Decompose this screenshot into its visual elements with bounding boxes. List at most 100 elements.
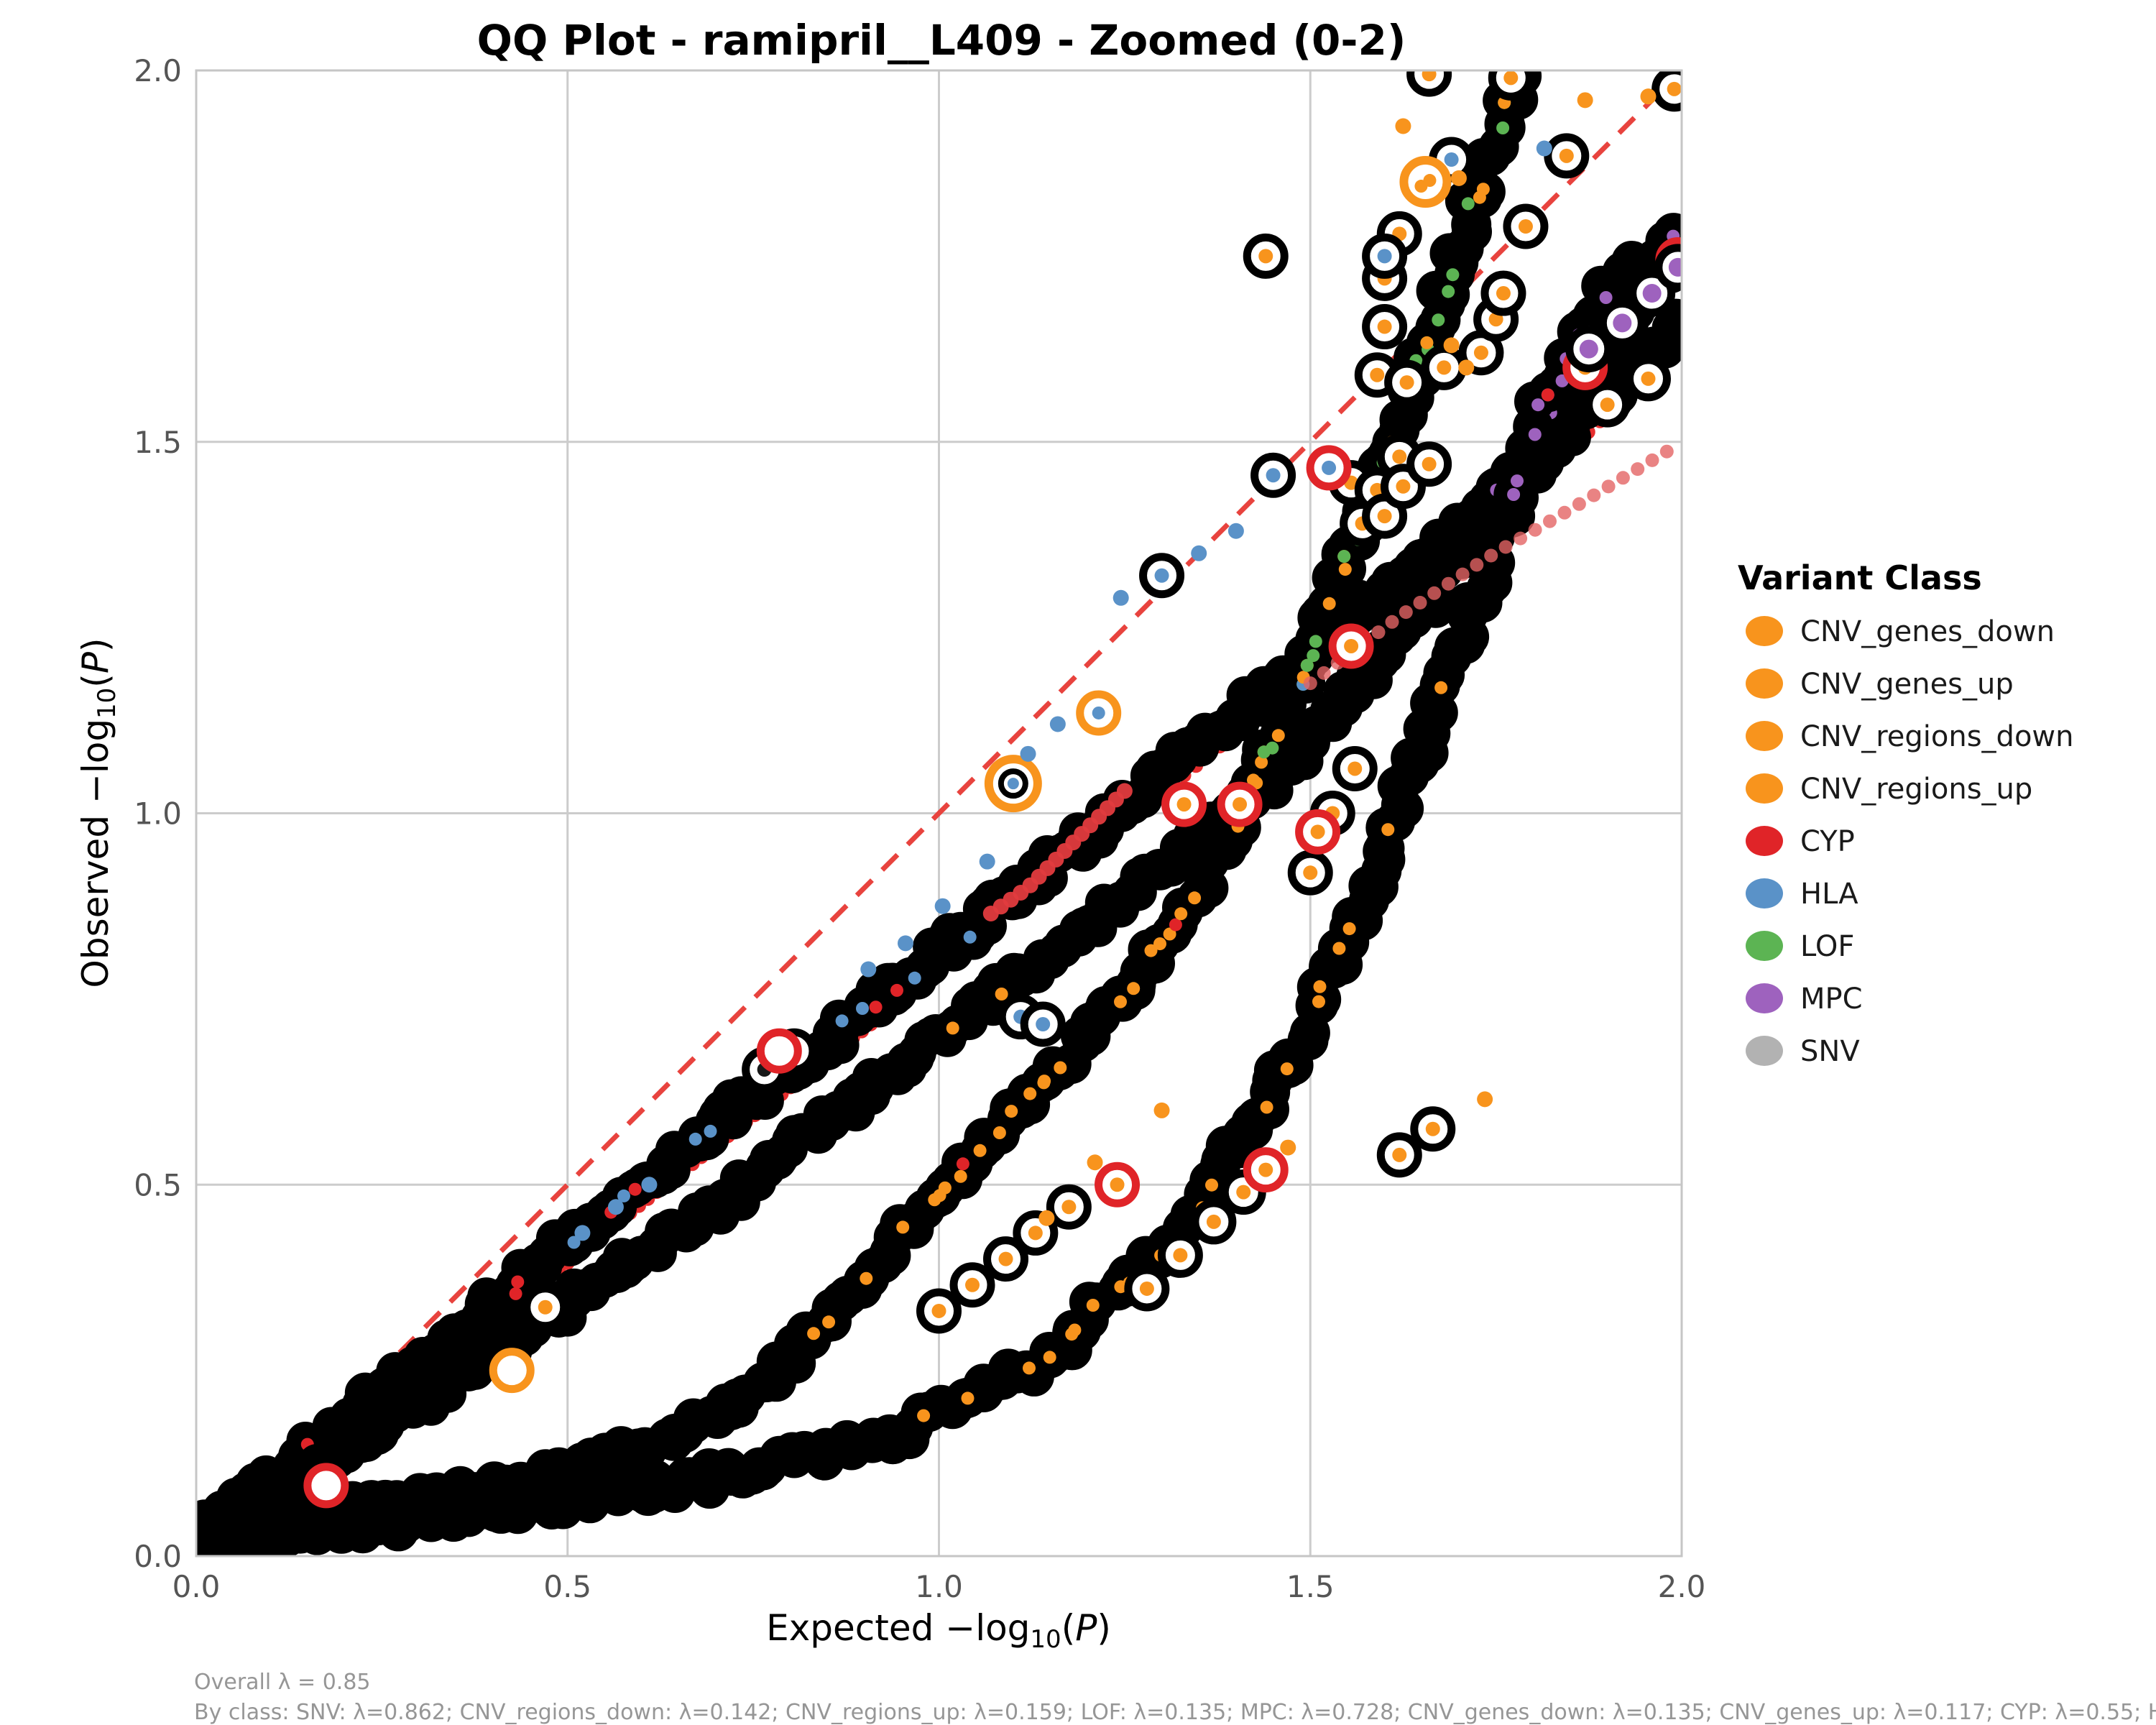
- legend-item-LOF: LOF: [1746, 930, 1854, 963]
- cyp-trail-dot: [1470, 558, 1484, 572]
- marker-dot: [1227, 523, 1244, 539]
- marker-dot: [1110, 1177, 1125, 1192]
- marker-dot: [1377, 319, 1392, 334]
- cyp-trail-dot: [1413, 596, 1427, 610]
- marker-dot: [1061, 1200, 1077, 1215]
- variant-glint: [963, 930, 977, 944]
- marker-dot: [1437, 360, 1452, 375]
- legend-item-CYP: CYP: [1746, 825, 1855, 858]
- y-tick-label: 0.5: [134, 1167, 182, 1202]
- marker-dot: [1173, 1248, 1188, 1263]
- variant-glint: [1342, 922, 1356, 936]
- x-tick-label: 1.5: [1286, 1569, 1335, 1604]
- variant-glint: [1541, 388, 1554, 402]
- variant-glint: [1322, 597, 1336, 610]
- marker-dot: [1370, 367, 1385, 382]
- variant-glint: [1174, 907, 1188, 921]
- variant-glint: [1461, 197, 1475, 211]
- qq-point: [1503, 29, 1537, 63]
- marker-dot: [931, 1303, 946, 1318]
- marker-dot: [641, 1177, 658, 1193]
- y-tick-label: 2.0: [134, 53, 182, 88]
- cyp-trail-dot: [1371, 625, 1386, 640]
- y-tick-label: 1.0: [134, 796, 182, 832]
- marker-dot: [1444, 152, 1459, 167]
- axis-ticks: 0.0 0.5 1.0 1.5 2.0 0.0 0.5 1.0 1.5 2.0: [134, 53, 1705, 1604]
- marker-dot: [934, 898, 951, 914]
- legend-label: MPC: [1800, 983, 1863, 1016]
- cnv-lof-band: [196, 29, 1542, 1553]
- identity-line: [196, 70, 1682, 1556]
- variant-glint: [1068, 1323, 1082, 1337]
- variant-glint: [1528, 428, 1542, 441]
- marker-dot: [1503, 70, 1519, 86]
- footnote-overall-lambda: Overall λ = 0.85: [194, 1670, 371, 1695]
- variant-glint: [835, 1014, 849, 1028]
- variant-glint: [1188, 891, 1202, 905]
- marker-dot: [1280, 1139, 1296, 1156]
- cyp-trail-dot: [1572, 497, 1586, 511]
- variant-glint: [1153, 937, 1166, 951]
- marker-dot: [1028, 1225, 1043, 1241]
- marker-dot: [1154, 568, 1169, 583]
- marker-dot: [1020, 745, 1036, 762]
- footnote-lambda-by-class: By class: SNV: λ=0.862; CNV_regions_down…: [194, 1700, 2156, 1725]
- variant-glint: [1511, 474, 1524, 488]
- variant-glint: [688, 1132, 702, 1146]
- marker-dot: [998, 1251, 1013, 1266]
- x-tick-label: 2.0: [1658, 1569, 1706, 1604]
- variant-glint: [908, 971, 921, 985]
- marker-dot: [1395, 118, 1411, 134]
- cyp-trail-dot: [1441, 576, 1455, 591]
- cyp-trail-dot: [1601, 479, 1616, 494]
- legend-swatch-CNV_genes_up: [1746, 668, 1783, 699]
- variant-glint: [1127, 982, 1141, 995]
- cyp-trail-dot: [1557, 505, 1572, 520]
- marker-dot: [607, 1199, 624, 1215]
- legend-swatch-HLA: [1746, 878, 1783, 908]
- cyp-trail-dot: [1498, 540, 1513, 554]
- scatter-data-layer: [196, 29, 1682, 1556]
- marker-dot: [1233, 797, 1248, 812]
- variant-glint: [896, 1220, 910, 1234]
- variant-glint: [1255, 755, 1268, 769]
- x-tick-label: 0.5: [543, 1569, 591, 1604]
- legend-label: SNV: [1800, 1035, 1860, 1068]
- marker-dot: [1236, 1184, 1251, 1200]
- marker-dot: [1559, 148, 1574, 163]
- marker-dot: [1667, 81, 1682, 96]
- variant-glint: [1476, 183, 1490, 196]
- cyp-trail-dot: [1616, 471, 1630, 485]
- cyp-trail-dot: [1543, 514, 1557, 528]
- legend-swatch-CNV_regions_up: [1746, 773, 1783, 804]
- variant-glint: [1205, 1178, 1218, 1192]
- marker-dot: [538, 1300, 553, 1315]
- marker-dot: [1112, 589, 1129, 606]
- cyp-trail-dot: [1528, 523, 1542, 537]
- marker-dot: [1153, 1102, 1170, 1118]
- variant-glint: [1114, 995, 1127, 1008]
- marker-dot: [1488, 312, 1503, 327]
- legend-item-CNV_genes_up: CNV_genes_up: [1746, 668, 2014, 701]
- variant-glint: [917, 1409, 931, 1422]
- variant-glint: [1023, 1361, 1036, 1375]
- variant-glint: [1338, 563, 1352, 576]
- variant-glint: [704, 1124, 717, 1138]
- chart-title: QQ Plot - ramipril__L409 - Zoomed (0-2): [477, 16, 1406, 65]
- marker-dot: [1422, 70, 1437, 82]
- variant-glint: [1432, 313, 1445, 327]
- marker-dot: [1092, 706, 1105, 719]
- legend: Variant Class CNV_genes_down CNV_genes_up…: [1738, 558, 2074, 1068]
- variant-glint: [1309, 635, 1322, 648]
- variant-glint: [956, 1157, 969, 1171]
- marker-dot: [1450, 170, 1467, 186]
- marker-dot: [1641, 371, 1656, 386]
- variant-glint: [511, 1275, 525, 1289]
- marker-ring: [303, 1463, 349, 1509]
- marker-dot: [574, 1225, 591, 1241]
- variant-glint: [1280, 1062, 1294, 1076]
- marker-dot: [1322, 460, 1337, 475]
- marker-dot: [1377, 509, 1392, 524]
- marker-ring: [489, 1348, 535, 1394]
- marker-dot: [1600, 397, 1615, 413]
